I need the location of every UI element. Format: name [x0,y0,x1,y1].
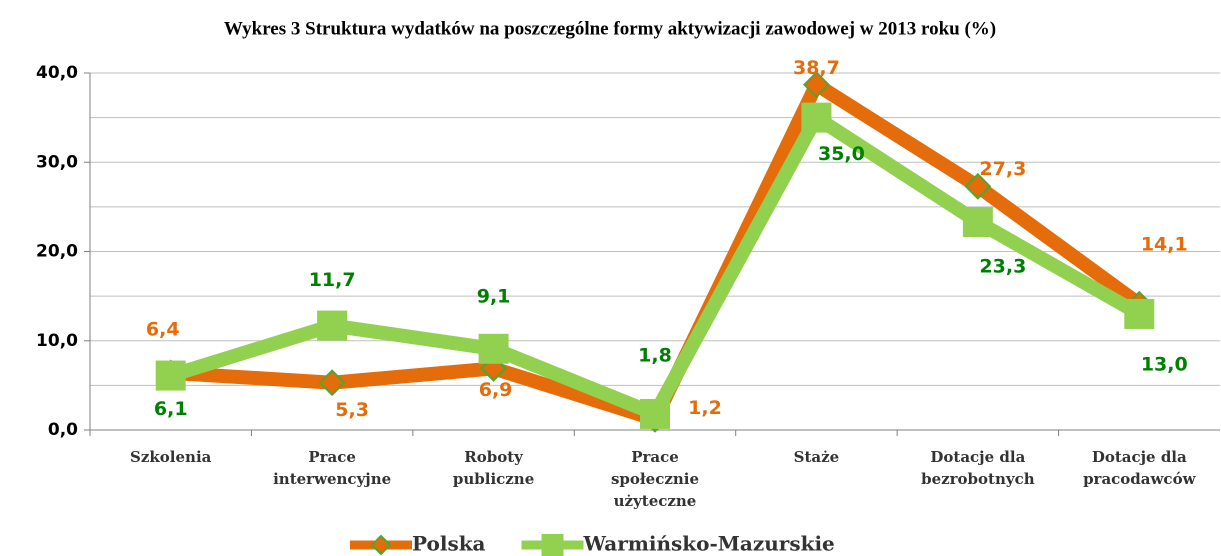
legend-label: Polska [412,532,486,556]
data-label: 11,7 [309,269,356,291]
x-tick-label-line: Roboty [464,448,524,466]
data-label: 38,7 [793,57,840,79]
y-tick-label: 20,0 [36,242,78,262]
y-tick-label: 10,0 [36,331,78,351]
x-tick-label: Prace społecznie użyteczne [611,448,699,510]
y-tick-label: 0,0 [48,420,78,440]
data-label: 13,0 [1141,353,1188,375]
data-label: 9,1 [477,285,511,307]
marker [318,369,346,397]
y-tick-label: 40,0 [36,63,78,83]
legend-label: Warmińsko-Mazurskie [583,532,835,556]
x-tick-label-line: pracodawców [1083,470,1197,488]
data-label: 6,1 [154,398,188,420]
data-label: 27,3 [979,158,1026,180]
x-tick-label: Dotacje dla bezrobotnych [921,448,1035,488]
x-tick-label: Roboty publiczne [453,448,534,488]
legend: Polska Warmińsko-Mazurskie [350,532,835,556]
marker [317,310,348,341]
x-tick-label-line: publiczne [453,470,534,488]
x-tick-label-line: Szkolenia [130,448,212,466]
x-tick-label: Staże [794,448,840,466]
data-label: 6,9 [479,379,513,401]
marker [962,207,993,238]
legend-marker [370,534,392,556]
x-tick-label-line: Staże [794,448,840,466]
x-tick-label: Szkolenia [130,448,212,466]
data-label: 35,0 [818,143,865,165]
marker [478,333,509,364]
x-tick-label-line: interwencyjne [273,470,391,488]
data-label: 14,1 [1141,234,1188,256]
x-tick-label-line: społecznie [611,470,699,488]
marker [1124,298,1155,329]
data-label: 1,2 [688,397,722,419]
data-label: 6,4 [146,318,180,340]
x-tick-label-line: użyteczne [614,492,697,510]
marker [803,71,830,99]
x-tick-label: Dotacje dla pracodawców [1083,448,1197,488]
chart-title: Wykres 3 Struktura wydatków na poszczegó… [224,18,996,39]
x-tick-label-line: Dotacje dla [930,448,1025,466]
data-label: 1,8 [638,344,672,366]
x-tick-label-line: Prace [308,448,356,466]
marker [964,172,992,200]
marker [640,398,670,429]
data-label: 23,3 [979,256,1026,278]
data-label: 5,3 [335,399,369,421]
x-tick-label-line: bezrobotnych [921,470,1035,488]
marker [155,360,186,391]
marker [801,102,832,133]
y-tick-label: 30,0 [36,152,78,172]
x-tick-label-line: Dotacje dla [1092,448,1187,466]
x-tick-label: Prace interwencyjne [273,448,391,488]
legend-marker [541,534,564,556]
x-tick-label-line: Prace [631,448,679,466]
